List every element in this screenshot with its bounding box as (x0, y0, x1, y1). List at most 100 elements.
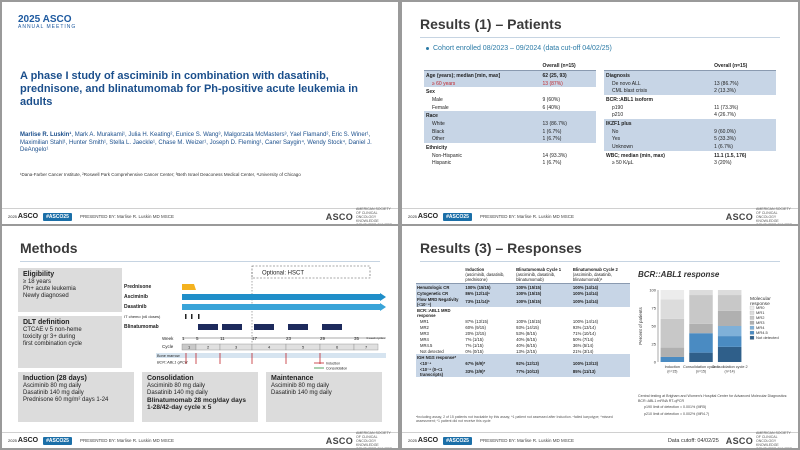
response-value: 85% (11/13) (571, 366, 630, 377)
response-value: 92% (12/13) (515, 360, 572, 366)
responses-slide[interactable]: Results (3) – Responses Induction (ascimi… (402, 226, 798, 448)
legend-swatch (749, 335, 755, 340)
row-value: 11.1 (1.5, 176) (714, 152, 747, 159)
row-value: 13 (86.7%) (712, 79, 776, 88)
eligibility-line: ≥ 18 years (23, 279, 51, 285)
baseline-row: White 13 (86.7%) (424, 120, 596, 128)
response-value: 60% (9/15) (465, 324, 486, 330)
response-value: 36% (5/14) (572, 342, 594, 348)
induction-line: Dasatinib 140 mg daily (23, 390, 84, 396)
response-col-header: Blinatumomab Cycle 2 (asciminib, dasatini… (572, 267, 618, 282)
legend-entry: MR2 (756, 315, 765, 320)
baseline-row: Yes 5 (33.3%) (604, 135, 776, 143)
slide-title: Methods (20, 240, 78, 256)
asco-brand: Data cutoff: 04/02/25 ASCO AMERICAN SOCIET… (667, 430, 792, 449)
legend-entry: MR3 (756, 320, 765, 325)
row-label: Yes (604, 135, 713, 143)
slide-footer: 2025ASCO #ASCO25 PRESENTED BY: Marlise R… (402, 206, 798, 225)
cycle-number: 3 (235, 345, 238, 350)
baseline-row: Black 1 (6.7%) (424, 127, 596, 136)
y-tick-label: 50 (652, 324, 657, 329)
co-authors: , Mark A. Murakami¹, Julia H. Keating², … (20, 132, 372, 153)
legend-title: response (750, 301, 770, 307)
consolidation-heading: Consolidation (147, 375, 194, 382)
row-value: 1 (6.7%) (540, 127, 596, 136)
title-divider (420, 37, 780, 38)
row-label: Race (424, 111, 541, 121)
row-value: 62 (25, 93) (540, 70, 596, 80)
treatment-schema: Optional: HSCT Prednisone Asciminib Dasatin… (124, 265, 386, 370)
presenter: PRESENTED BY: Marlise R. Luskin MD MSCE (79, 214, 174, 219)
induction-box: Induction (28 days) Asciminib 80 mg dail… (18, 372, 134, 422)
title-slide[interactable]: 2025 ASCO ANNUAL MEETING A phase I study… (2, 2, 398, 224)
bar-segment (660, 299, 685, 319)
hashtag-badge: #ASCO25 (43, 212, 72, 221)
lead-author: Marlise R. Luskin¹ (20, 132, 72, 138)
blinatumomab-bar (222, 324, 242, 330)
asciminib-bar (182, 294, 380, 300)
row-value: 1 (6.7%) (712, 142, 776, 151)
week-tick: 1 (182, 336, 185, 341)
bar-segment (660, 318, 685, 348)
baseline-row: ≥ 50 K/µL 3 (20%) (604, 159, 776, 167)
response-value: 100% (14/14) (572, 318, 599, 324)
response-label: Cytogenetic CR (416, 290, 465, 296)
slide-footer: 2025ASCO #ASCO25 PRESENTED BY: Marlise R… (2, 431, 398, 448)
methods-slide[interactable]: Methods Eligibility ≥ 18 years Ph+ acute… (2, 226, 398, 448)
row-label: Unknown (604, 142, 713, 151)
response-row: MR1 87% (13/15) 100% (15/15) 100% (14/14) (416, 318, 630, 324)
footer-logo: 2025ASCO (8, 437, 39, 444)
response-col-header: Induction (asciminib, dasatinib, predniso… (465, 267, 505, 282)
asco-brand: ASCO AMERICAN SOCIETY OF CLINICAL ONCOLOG… (725, 206, 792, 225)
pcr-label: BCR::ABL1 qPCR (157, 361, 188, 365)
response-value: 13% (2/15) (516, 348, 537, 354)
patients-slide[interactable]: Results (1) – Patients Cohort enrolled 0… (402, 2, 798, 224)
response-label: Not detected (420, 348, 444, 354)
response-label: BCR::ABL1 MRD response (417, 307, 451, 318)
cycle-number: 6 (336, 345, 339, 350)
bar-segment (717, 295, 742, 311)
baseline-row: Unknown 1 (6.7%) (604, 142, 776, 151)
baseline-row: Non-Hispanic 14 (93.3%) (424, 152, 596, 160)
response-value: 100% (15/15) (515, 290, 572, 296)
header-blank (604, 62, 713, 71)
row-label: Ethnicity (426, 144, 448, 151)
header-blank (424, 62, 541, 71)
drug-label: Asciminib (124, 294, 148, 300)
bar-segment (717, 336, 742, 347)
response-value: 93% (13/14) (572, 324, 596, 330)
response-label: Flow MRD Negativity (<10⁻⁴) (416, 296, 465, 307)
dlt-heading: DLT definition (23, 319, 70, 326)
slide-title: Results (3) – Responses (420, 240, 582, 256)
legend-swatch (749, 330, 755, 335)
x-tick-label: Consolidation cycle 1 (683, 365, 719, 369)
baseline-row: p210 4 (26.7%) (604, 111, 776, 119)
row-value (541, 87, 596, 96)
baseline-row: Male 9 (60%) (424, 96, 596, 104)
response-label: Hematologic CR (416, 283, 465, 290)
consolidation-box: Consolidation Asciminib 80 mg daily Dasa… (142, 372, 258, 422)
dlt-line: CTCAE v 5 non-heme (23, 327, 82, 333)
response-row: BCR::ABL1 MRD response (416, 307, 630, 318)
week-label: Week (162, 336, 174, 341)
dlt-box: DLT definition CTCAE v 5 non-heme toxici… (18, 316, 122, 368)
cycle-number: 7 (365, 345, 368, 350)
row-label: De novo ALL (604, 79, 713, 88)
response-value: 7% (1/15) (465, 342, 484, 348)
cycle-number: 1 (188, 345, 191, 350)
maintenance-heading: Maintenance (271, 375, 314, 382)
response-label: MR3 (420, 330, 429, 336)
legend-entry: MR0 (756, 305, 765, 310)
row-value (540, 111, 596, 121)
it-chemo-dose (185, 314, 187, 319)
data-cutoff: Data cutoff: 04/02/25 (667, 437, 719, 444)
cycle-cell (353, 343, 379, 351)
maintenance-box: Maintenance Asciminib 80 mg daily Dasati… (266, 372, 382, 422)
hashtag-badge: #ASCO25 (443, 436, 472, 445)
baseline-table-left: Overall (n=15) Age (years); median [min,… (424, 62, 596, 167)
response-row: <10⁻⁴ 67% (6/9)* 92% (12/13) 100% (13/13) (416, 360, 630, 366)
baseline-row: Sex (424, 87, 596, 96)
bar-segment (717, 326, 742, 337)
response-value: 100% (15/15) (516, 318, 542, 324)
